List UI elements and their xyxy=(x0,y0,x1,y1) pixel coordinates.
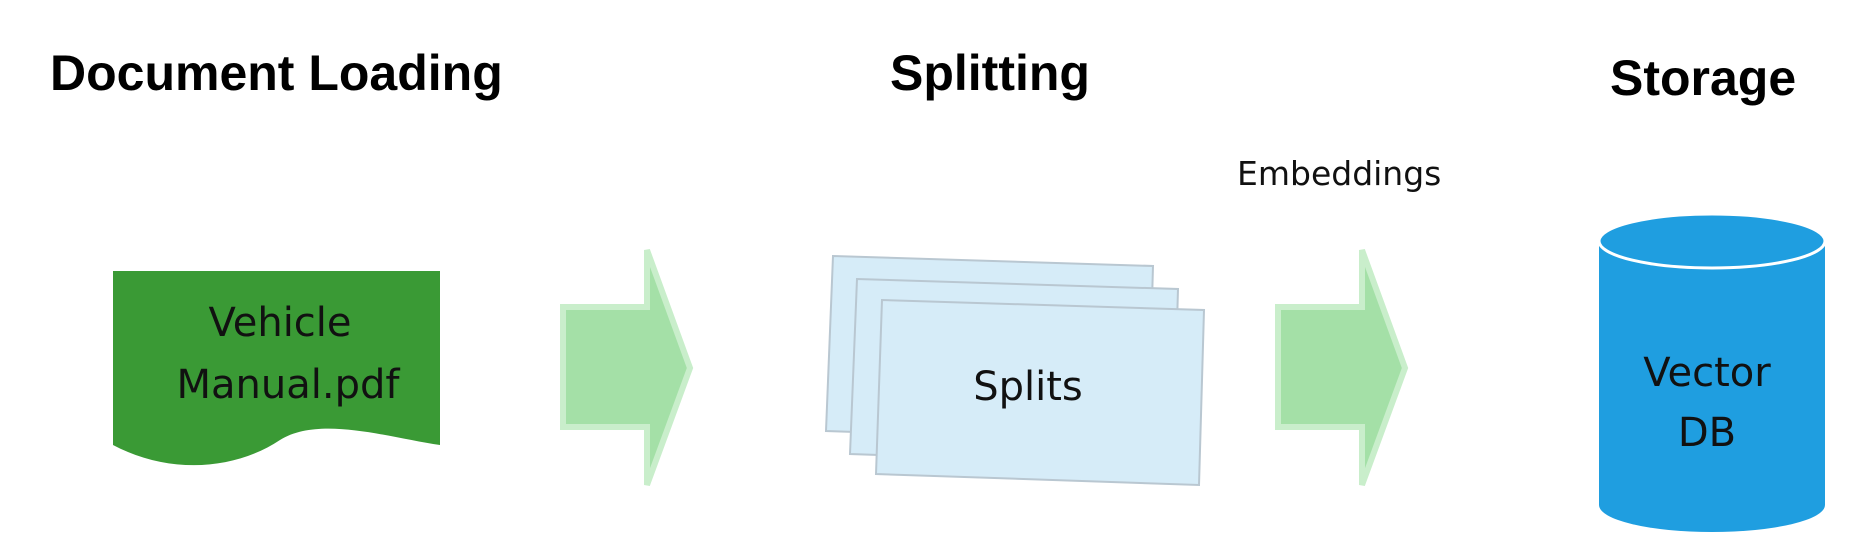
document-shape: Vehicle Manual.pdf xyxy=(113,271,440,466)
arrow-right-icon xyxy=(560,248,694,487)
storage-heading: Storage xyxy=(1610,50,1796,106)
vector-db-line1: Vector xyxy=(1643,350,1771,396)
split-page-front xyxy=(874,298,1206,487)
splits-stack: Splits xyxy=(824,254,1206,487)
document-name-line2: Manual.pdf xyxy=(177,362,401,408)
document-loading-heading: Document Loading xyxy=(50,45,503,101)
embeddings-label: Embeddings xyxy=(1237,154,1441,193)
database-icon xyxy=(1599,241,1825,532)
splits-label: Splits xyxy=(973,364,1083,410)
document-name-line1: Vehicle xyxy=(208,300,351,346)
vector-db-cylinder: Vector DB xyxy=(1597,212,1827,532)
splitting-heading: Splitting xyxy=(890,45,1090,101)
vector-db-line2: DB xyxy=(1678,410,1736,456)
document-icon xyxy=(113,271,440,466)
arrow-right-icon xyxy=(1275,248,1409,487)
database-top-ellipse xyxy=(1597,212,1827,270)
